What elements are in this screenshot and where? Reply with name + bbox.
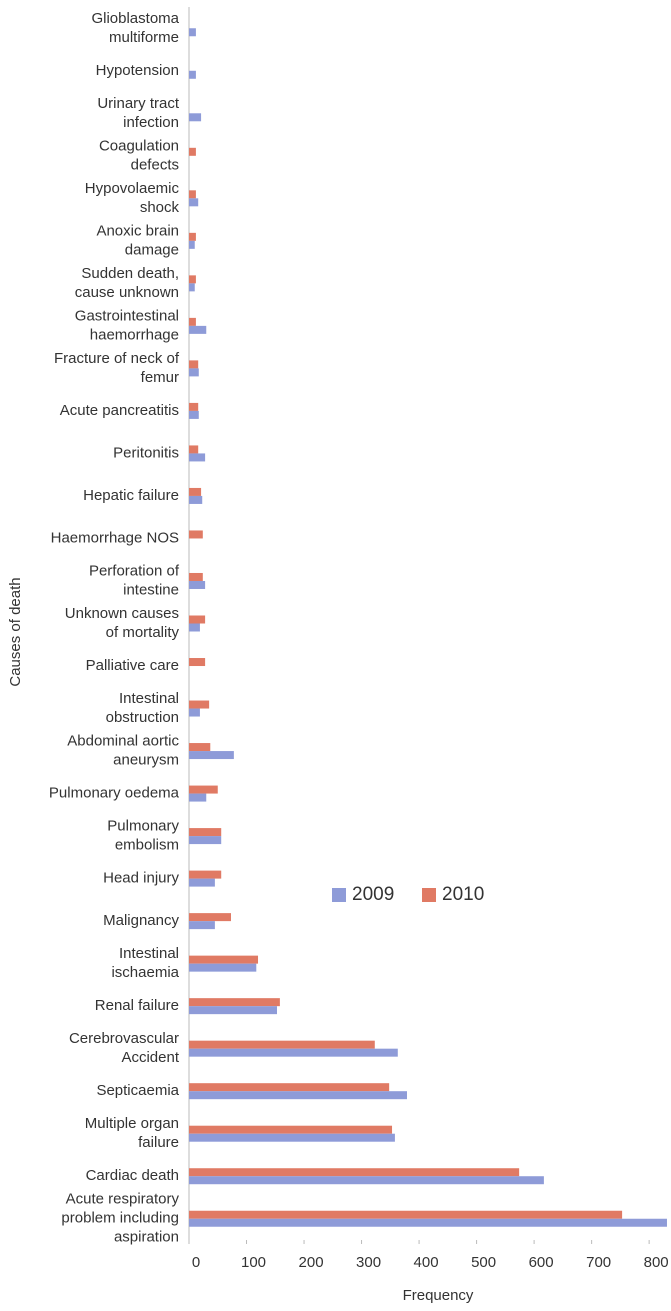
bar	[189, 240, 195, 249]
legend-swatch	[332, 888, 346, 902]
bar	[189, 615, 206, 624]
x-tick-label: 600	[529, 1254, 554, 1271]
x-tick-label: 0	[192, 1254, 200, 1271]
legend-label: 2009	[352, 884, 394, 905]
y-tick-label: Peritonitis	[113, 444, 179, 461]
bar	[189, 836, 222, 845]
y-tick-label: Multiple organ failure	[85, 1115, 179, 1151]
y-tick-label: Palliative care	[86, 657, 179, 674]
y-tick-label: Hepatic failure	[83, 487, 179, 504]
bar	[189, 1083, 390, 1092]
bar	[189, 283, 195, 292]
y-tick-label: Septicaemia	[96, 1082, 179, 1099]
bar	[189, 360, 199, 369]
x-tick-label: 700	[586, 1254, 611, 1271]
y-axis-title: Causes of death	[7, 577, 24, 686]
y-tick-label: Acute respiratory problem including aspira…	[61, 1191, 179, 1246]
bar	[189, 445, 199, 454]
legend-swatch	[422, 888, 436, 902]
bar	[189, 325, 207, 334]
x-axis-title: Frequency	[403, 1287, 474, 1304]
y-tick-label: Urinary tract infection	[97, 95, 180, 131]
bar	[189, 198, 199, 207]
y-tick-label: Sudden death, cause unknown	[75, 265, 179, 301]
y-tick-label: Hypotension	[96, 62, 179, 79]
bar	[189, 743, 211, 752]
y-tick-label: Pulmonary oedema	[49, 785, 180, 802]
y-tick-label: Acute pancreatitis	[60, 402, 179, 419]
bar	[189, 487, 202, 496]
bar	[189, 275, 196, 284]
bar	[189, 623, 200, 632]
bar	[189, 1048, 398, 1057]
y-tick-label: Coagulation defects	[99, 137, 179, 173]
y-tick-label: Anoxic brain damage	[96, 222, 179, 258]
y-tick-label: Unknown causes of mortality	[65, 605, 180, 641]
bar	[189, 1091, 407, 1100]
bar	[189, 998, 280, 1007]
bar	[189, 785, 218, 794]
y-tick-label: Hypovolaemic shock	[85, 180, 180, 216]
x-tick-label: 400	[414, 1254, 439, 1271]
bar	[189, 317, 196, 326]
bar	[189, 793, 207, 802]
bar	[189, 1125, 393, 1134]
bar	[189, 1040, 375, 1049]
x-tick-label: 100	[241, 1254, 266, 1271]
y-tick-label: Fracture of neck of femur	[54, 350, 180, 386]
bar	[189, 572, 203, 581]
bar	[189, 580, 206, 589]
y-tick-label: Renal failure	[95, 997, 179, 1014]
y-tick-label: Gastrointestinal haemorrhage	[75, 307, 179, 343]
bar	[189, 963, 257, 972]
y-tick-label: Intestinal obstruction	[106, 690, 179, 726]
bar	[189, 913, 231, 922]
bar	[189, 921, 215, 930]
y-tick-label: Haemorrhage NOS	[51, 529, 179, 546]
bar	[189, 1210, 623, 1219]
y-tick-label: Abdominal aortic aneurysm	[67, 733, 179, 769]
legend-label: 2010	[442, 884, 484, 905]
bar	[189, 1168, 520, 1177]
bar	[189, 1218, 667, 1227]
bar	[189, 751, 234, 760]
bar	[189, 955, 259, 964]
bar	[189, 1176, 544, 1185]
bar	[189, 1133, 395, 1142]
x-tick-label: 800	[644, 1254, 669, 1271]
bar	[189, 410, 199, 419]
y-tick-label: Intestinal ischaemia	[111, 945, 179, 981]
bar	[189, 530, 203, 539]
x-tick-label: 200	[299, 1254, 324, 1271]
bar	[189, 70, 196, 79]
bar	[189, 232, 196, 241]
bar	[189, 878, 215, 887]
x-tick-label: 500	[471, 1254, 496, 1271]
bar	[189, 190, 196, 199]
y-tick-label: Perforation of intestine	[89, 562, 180, 598]
bar	[189, 453, 206, 462]
bar	[189, 402, 199, 411]
bar	[189, 828, 222, 837]
bar	[189, 495, 203, 504]
y-tick-label: Glioblastoma multiforme	[91, 10, 179, 46]
x-tick-label: 300	[356, 1254, 381, 1271]
bar	[189, 147, 196, 156]
bar	[189, 700, 210, 709]
y-tick-label: Cerebrovascular Accident	[69, 1030, 180, 1066]
bar	[189, 708, 200, 717]
bar	[189, 368, 199, 377]
bar	[189, 870, 222, 879]
bar	[189, 1006, 278, 1015]
y-tick-label: Malignancy	[103, 912, 179, 929]
y-tick-label: Head injury	[103, 870, 179, 887]
bar	[189, 658, 206, 667]
y-tick-label: Pulmonary embolism	[107, 818, 179, 854]
bar	[189, 113, 202, 122]
y-tick-label: Cardiac death	[86, 1167, 179, 1184]
bar	[189, 28, 196, 37]
